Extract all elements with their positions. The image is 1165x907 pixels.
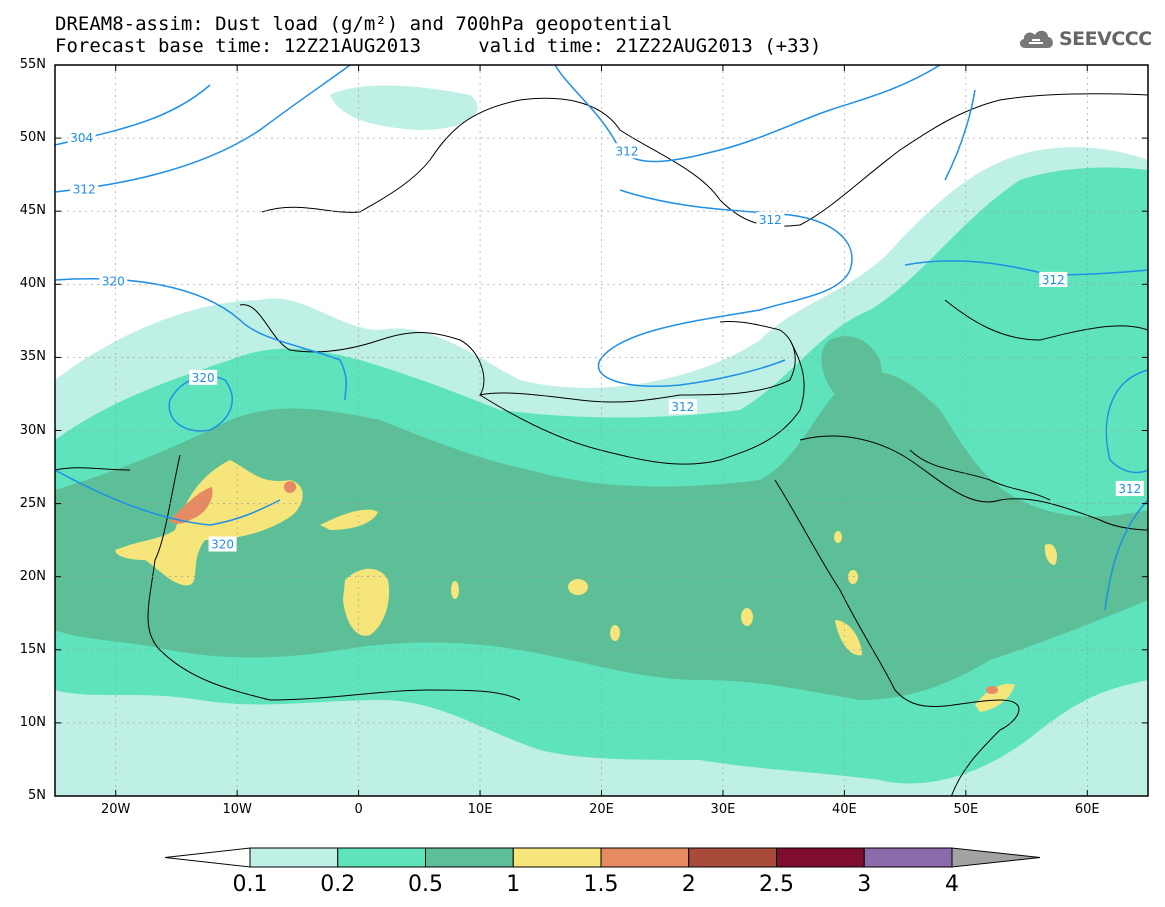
longitude-label: 30E (710, 802, 736, 817)
cloud-icon (1019, 30, 1053, 48)
latitude-label: 25N (19, 495, 46, 511)
contour-label-bg (70, 181, 99, 197)
colorbar-swatch (249, 847, 339, 868)
colorbar-label: 0.1 (232, 872, 268, 897)
contour-label: 312 (671, 400, 694, 414)
latitude-label: 5N (28, 788, 46, 803)
latitude-label: 15N (19, 641, 46, 657)
colorbar-swatch (512, 847, 602, 868)
logo-text: SEEVCCC (1059, 28, 1152, 50)
seevccc-logo: SEEVCCC (1017, 26, 1152, 52)
contour-label: 312 (73, 182, 96, 196)
latitude-label: 45N (19, 203, 46, 219)
latitude-label: 35N (19, 349, 46, 365)
latitude-label: 20N (19, 568, 46, 584)
longitude-label: 50E (953, 802, 979, 817)
contour-label-bg (668, 399, 697, 415)
longitude-label: 10W (222, 802, 252, 817)
contour-label: 312 (1118, 482, 1141, 496)
contour-label-bg (99, 273, 128, 289)
contour-label-bg (208, 536, 237, 552)
contour-label-bg (613, 143, 642, 159)
contour-label: 320 (102, 274, 125, 288)
colorbar-label: 1 (506, 872, 521, 897)
map-title: DREAM8-assim: Dust load (g/m²) and 700hP… (55, 13, 673, 35)
colorbar-min-arrow (164, 847, 251, 868)
graticule (55, 65, 1148, 796)
dust-region-high (115, 460, 303, 586)
contour-label-bg (1039, 271, 1068, 287)
latitude-label: 55N (19, 57, 46, 72)
latitude-label: 40N (19, 276, 46, 292)
latitude-label: 50N (19, 130, 46, 146)
longitude-label: 40E (831, 802, 857, 817)
colorbar-max-arrow (951, 847, 1041, 868)
contour-label-bg (1115, 480, 1144, 496)
contour-label-bg (189, 369, 218, 385)
contour-label: 304 (70, 131, 93, 145)
latitude-label: 10N (19, 714, 46, 730)
contour-label: 312 (1042, 273, 1065, 287)
longitude-label: 20E (589, 802, 614, 817)
colorbar-swatch (863, 847, 953, 868)
coastlines (55, 93, 1148, 796)
colorbar-swatch (600, 847, 690, 868)
colorbar-label: 2.5 (759, 872, 794, 897)
contour-label: 320 (211, 538, 234, 552)
colorbar (164, 847, 1041, 868)
colorbar-label: 1.5 (583, 872, 619, 897)
colorbar-swatch (776, 847, 865, 868)
colorbar-label: 0.5 (408, 872, 443, 897)
axis-ticks (55, 64, 1148, 797)
dust-region-dark (55, 371, 1148, 700)
colorbar-label: 0.2 (320, 872, 356, 897)
contour-label: 320 (192, 371, 215, 385)
colorbar-label: 2 (681, 872, 696, 897)
contour-label: 312 (616, 144, 639, 158)
contour-label-bg (756, 211, 785, 227)
latitude-label: 30N (19, 422, 46, 438)
colorbar-swatch (425, 847, 514, 868)
colorbar-swatch (337, 847, 426, 868)
contour-label: 312 (759, 213, 782, 227)
longitude-label: 10E (467, 802, 493, 817)
contour-label-bg (67, 130, 96, 146)
map-subtitle: Forecast base time: 12Z21AUG2013 valid t… (55, 35, 822, 57)
colorbar-label: 4 (945, 872, 959, 897)
colorbar-swatch (688, 847, 777, 868)
contour-labels: 304 312 320 320 320 312 312 312 312 312 (67, 130, 1144, 552)
colorbar-label: 3 (857, 872, 872, 897)
longitude-label: 20W (101, 802, 131, 817)
longitude-label: 60E (1074, 802, 1100, 817)
longitude-label: 0 (354, 802, 363, 817)
